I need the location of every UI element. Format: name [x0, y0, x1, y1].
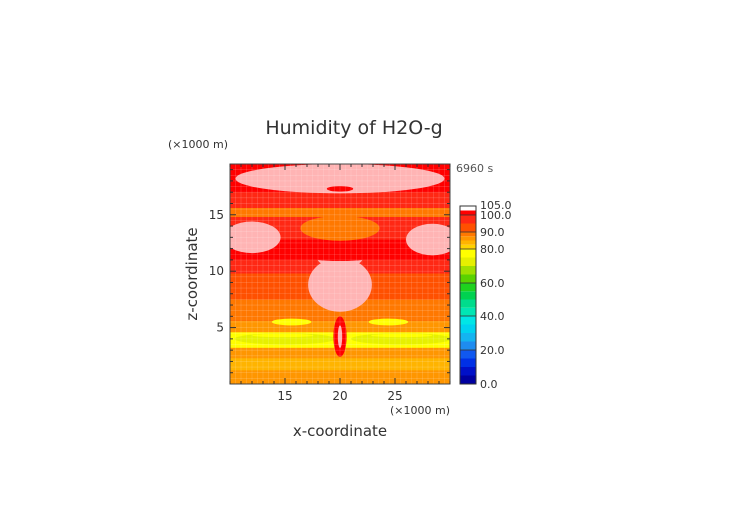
y-tick-label: 15: [209, 208, 224, 222]
colorbar-band-12: [460, 274, 476, 283]
y-axis-title: z-coordinate: [183, 227, 201, 320]
y-tick-label: 5: [216, 321, 224, 335]
x-axis-title: x-coordinate: [293, 422, 387, 440]
colorbar-band-15: [460, 249, 476, 258]
colorbar-tick-label: 105.0: [480, 199, 512, 212]
colorbar-band-21: [460, 215, 476, 224]
x-unit-label: (×1000 m): [390, 404, 450, 417]
humidity-band-10: [230, 208, 450, 218]
y-tick-label: 10: [209, 264, 224, 278]
colorbar-band-20: [460, 223, 476, 232]
colorbar-band-11: [460, 283, 476, 292]
chart-title: Humidity of H2O-g: [265, 117, 442, 139]
y-axis: 5 10 15: [209, 169, 450, 374]
y-unit-label: (×1000 m): [168, 138, 228, 151]
colorbar-band-9: [460, 299, 476, 308]
x-tick-label: 15: [277, 389, 292, 403]
colorbar-band-6: [460, 324, 476, 333]
colorbar-tick-label: 90.0: [480, 226, 505, 239]
colorbar-tick-label: 80.0: [480, 243, 505, 256]
humidity-region-3: [326, 186, 354, 192]
colorbar-band-14: [460, 257, 476, 266]
grid-lines: [230, 164, 450, 384]
colorbar-tick-label: 60.0: [480, 277, 505, 290]
colorbar-tick-label: 100.0: [480, 209, 512, 222]
x-tick-label: 25: [387, 389, 402, 403]
colorbar-band-3: [460, 350, 476, 359]
colorbar-band-1: [460, 367, 476, 376]
humidity-region-7: [406, 223, 450, 256]
humidity-region-0: [308, 257, 372, 312]
humidity-region-4: [300, 215, 380, 241]
humidity-region-2: [235, 164, 445, 194]
plot-area: [230, 164, 450, 384]
humidity-region-6: [230, 221, 281, 254]
colorbar-band-13: [460, 266, 476, 275]
time-label: 6960 s: [456, 162, 493, 175]
colorbar-band-10: [460, 291, 476, 300]
colorbar-band-16: [460, 244, 476, 249]
humidity-region-12: [271, 318, 312, 326]
colorbar-band-8: [460, 307, 476, 316]
humidity-band-1: [230, 358, 450, 371]
colorbar-band-7: [460, 316, 476, 325]
colorbar-band-top-white: [460, 206, 476, 211]
colorbar-band-19: [460, 232, 476, 237]
humidity-region-5: [302, 249, 378, 262]
colorbar-tick-label: 0.0: [480, 378, 498, 391]
colorbar-band-2: [460, 358, 476, 367]
colorbar-band-4: [460, 341, 476, 350]
colorbar-band-5: [460, 333, 476, 342]
humidity-region-13: [368, 318, 409, 326]
humidity-region-15: [337, 325, 343, 348]
humidity-region-11: [370, 333, 433, 338]
colorbar-band-0: [460, 375, 476, 384]
colorbar-band-top-red: [460, 210, 476, 215]
colorbar-band-17: [460, 240, 476, 245]
x-axis: 15 20 25: [229, 164, 451, 403]
humidity-region-10: [251, 333, 314, 338]
humidity-field: [230, 164, 450, 384]
colorbar-tick-label: 40.0: [480, 310, 505, 323]
colorbar-tick-label: 20.0: [480, 344, 505, 357]
humidity-band-11: [230, 192, 450, 208]
colorbar-band-18: [460, 236, 476, 241]
x-tick-label: 20: [332, 389, 347, 403]
